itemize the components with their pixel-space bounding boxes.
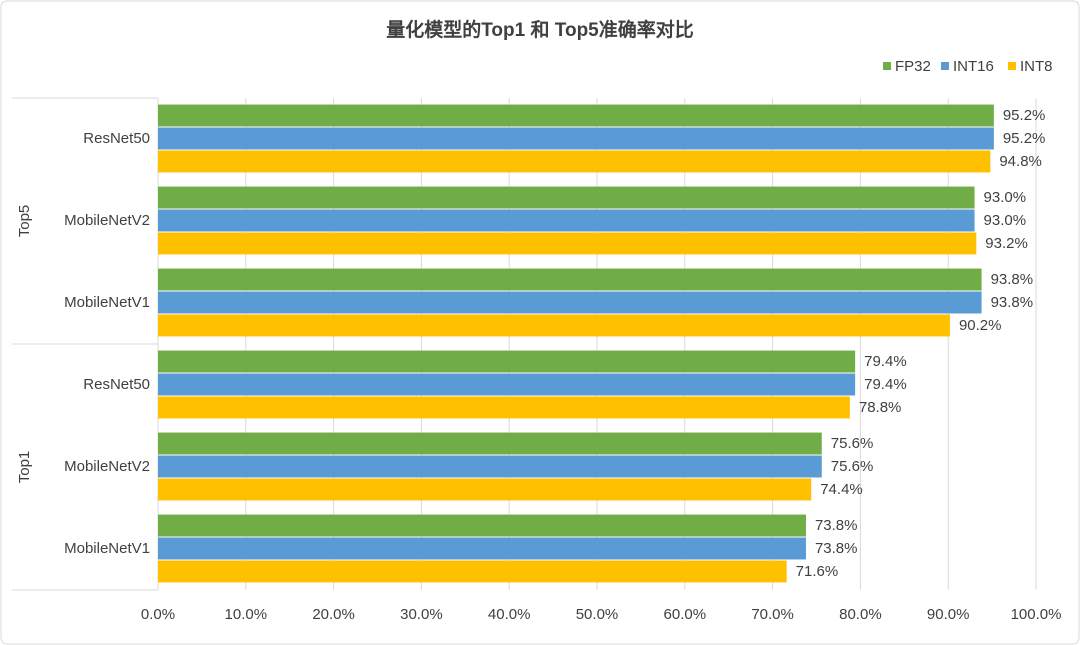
data-label: 73.8% xyxy=(815,540,858,557)
data-label: 93.2% xyxy=(985,235,1028,252)
y-tick-label: ResNet50 xyxy=(83,130,150,147)
y-tick-label: MobileNetV1 xyxy=(64,294,150,311)
legend-label: INT8 xyxy=(1020,58,1053,75)
x-tick-label: 100.0% xyxy=(1011,606,1062,623)
bar xyxy=(158,432,822,455)
bar xyxy=(158,455,822,478)
bar xyxy=(158,478,812,501)
bar xyxy=(158,209,975,232)
data-label: 95.2% xyxy=(1003,107,1046,124)
y-tick-label: MobileNetV1 xyxy=(64,540,150,557)
data-label: 79.4% xyxy=(864,376,907,393)
bar xyxy=(158,350,856,373)
x-tick-label: 40.0% xyxy=(488,606,531,623)
bar xyxy=(158,150,991,173)
data-label: 74.4% xyxy=(820,481,863,498)
x-tick-label: 50.0% xyxy=(576,606,619,623)
data-label: 75.6% xyxy=(831,458,874,475)
x-tick-label: 30.0% xyxy=(400,606,443,623)
bar xyxy=(158,186,975,209)
bar xyxy=(158,104,994,127)
x-tick-label: 90.0% xyxy=(927,606,970,623)
bar xyxy=(158,268,982,291)
data-label: 93.8% xyxy=(991,294,1034,311)
legend-swatch xyxy=(883,62,891,70)
group-label: Top1 xyxy=(16,451,33,484)
data-label: 95.2% xyxy=(1003,130,1046,147)
data-label: 94.8% xyxy=(999,153,1042,170)
legend-swatch xyxy=(1008,62,1016,70)
bar xyxy=(158,314,950,337)
x-tick-label: 70.0% xyxy=(751,606,794,623)
x-tick-label: 80.0% xyxy=(839,606,882,623)
data-label: 93.0% xyxy=(984,189,1027,206)
data-label: 75.6% xyxy=(831,435,874,452)
data-label: 90.2% xyxy=(959,317,1002,334)
x-tick-label: 0.0% xyxy=(141,606,175,623)
bar xyxy=(158,537,806,560)
bar xyxy=(158,291,982,314)
data-label: 78.8% xyxy=(859,399,902,416)
bar xyxy=(158,514,806,537)
bar xyxy=(158,373,856,396)
data-label: 93.8% xyxy=(991,271,1034,288)
legend-swatch xyxy=(941,62,949,70)
legend-label: FP32 xyxy=(895,58,931,75)
bar xyxy=(158,127,994,150)
legend-label: INT16 xyxy=(953,58,994,75)
y-tick-label: ResNet50 xyxy=(83,376,150,393)
y-tick-label: MobileNetV2 xyxy=(64,458,150,475)
bar xyxy=(158,560,787,583)
data-label: 71.6% xyxy=(796,563,839,580)
bar xyxy=(158,232,977,255)
x-tick-label: 60.0% xyxy=(664,606,707,623)
data-label: 79.4% xyxy=(864,353,907,370)
y-tick-label: MobileNetV2 xyxy=(64,212,150,229)
group-label: Top5 xyxy=(16,205,33,238)
data-label: 73.8% xyxy=(815,517,858,534)
bar xyxy=(158,396,850,419)
x-tick-label: 20.0% xyxy=(312,606,355,623)
data-label: 93.0% xyxy=(984,212,1027,229)
chart-title: 量化模型的Top1 和 Top5准确率对比 xyxy=(386,18,694,41)
x-tick-label: 10.0% xyxy=(225,606,268,623)
